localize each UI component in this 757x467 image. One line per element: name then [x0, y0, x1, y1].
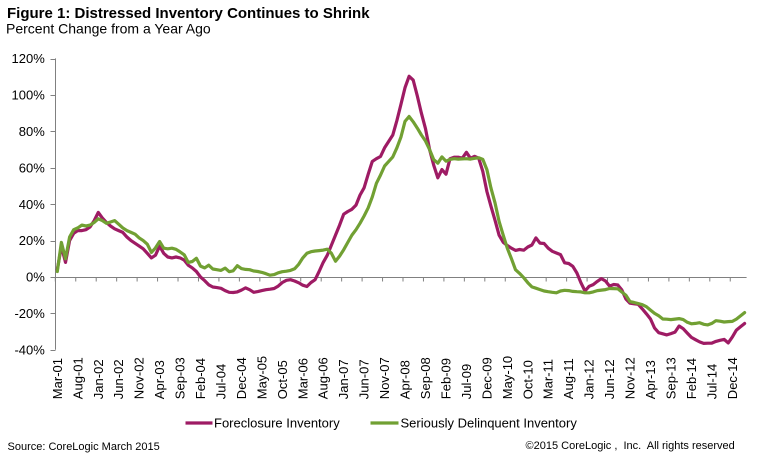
- svg-text:Apr-13: Apr-13: [643, 360, 658, 399]
- svg-text:Jul-09: Jul-09: [459, 364, 474, 399]
- svg-text:Jul-04: Jul-04: [213, 364, 228, 399]
- svg-text:Mar-01: Mar-01: [50, 358, 65, 399]
- svg-text:May-05: May-05: [254, 356, 269, 399]
- svg-text:Apr-08: Apr-08: [398, 360, 413, 399]
- svg-text:Jan-12: Jan-12: [582, 359, 597, 399]
- svg-text:100%: 100%: [12, 88, 46, 103]
- svg-text:80%: 80%: [19, 124, 45, 139]
- svg-text:Apr-03: Apr-03: [152, 360, 167, 399]
- svg-text:Mar-06: Mar-06: [295, 358, 310, 399]
- svg-text:Jun-07: Jun-07: [357, 359, 372, 399]
- svg-text:Aug-06: Aug-06: [316, 357, 331, 399]
- svg-text:0%: 0%: [26, 270, 45, 285]
- svg-text:-40%: -40%: [14, 342, 45, 357]
- svg-text:Aug-11: Aug-11: [561, 358, 576, 399]
- svg-text:Jun-12: Jun-12: [602, 359, 617, 399]
- svg-text:Jan-07: Jan-07: [336, 359, 351, 399]
- svg-text:Jan-02: Jan-02: [91, 359, 106, 399]
- svg-text:20%: 20%: [19, 233, 45, 248]
- svg-text:©2015 CoreLogic , Inc. All r: ©2015 CoreLogic , Inc. All rights reserv…: [526, 440, 735, 452]
- svg-text:Nov-02: Nov-02: [132, 357, 147, 399]
- svg-text:May-10: May-10: [500, 356, 515, 399]
- svg-text:Jun-02: Jun-02: [111, 359, 126, 399]
- svg-text:Sep-08: Sep-08: [418, 357, 433, 399]
- svg-text:60%: 60%: [19, 160, 45, 175]
- svg-text:Figure 1: Distressed Inventory: Figure 1: Distressed Inventory Continues…: [7, 5, 370, 22]
- svg-text:Aug-01: Aug-01: [70, 357, 85, 399]
- svg-text:Dec-04: Dec-04: [234, 357, 249, 399]
- svg-text:120%: 120%: [12, 51, 46, 66]
- svg-text:Dec-09: Dec-09: [479, 357, 494, 399]
- svg-text:Feb-14: Feb-14: [684, 358, 699, 399]
- svg-text:Dec-14: Dec-14: [725, 357, 740, 399]
- svg-text:Feb-04: Feb-04: [193, 358, 208, 399]
- svg-text:Nov-07: Nov-07: [377, 357, 392, 399]
- svg-text:Jul-14: Jul-14: [704, 364, 719, 399]
- svg-text:Oct-05: Oct-05: [275, 360, 290, 399]
- svg-text:-20%: -20%: [14, 306, 45, 321]
- svg-text:Sep-03: Sep-03: [173, 357, 188, 399]
- svg-text:Percent Change from a Year Ago: Percent Change from a Year Ago: [6, 21, 211, 37]
- svg-text:Source: CoreLogic March 2015: Source: CoreLogic March 2015: [8, 441, 160, 453]
- svg-text:Oct-10: Oct-10: [520, 360, 535, 399]
- svg-text:Feb-09: Feb-09: [438, 358, 453, 399]
- svg-text:Sep-13: Sep-13: [663, 357, 678, 399]
- svg-text:Nov-12: Nov-12: [623, 357, 638, 399]
- svg-text:Seriously Delinquent Inventory: Seriously Delinquent Inventory: [401, 416, 578, 431]
- svg-text:Foreclosure Inventory: Foreclosure Inventory: [214, 416, 340, 431]
- svg-text:40%: 40%: [19, 197, 45, 212]
- svg-text:Mar-11: Mar-11: [541, 359, 556, 399]
